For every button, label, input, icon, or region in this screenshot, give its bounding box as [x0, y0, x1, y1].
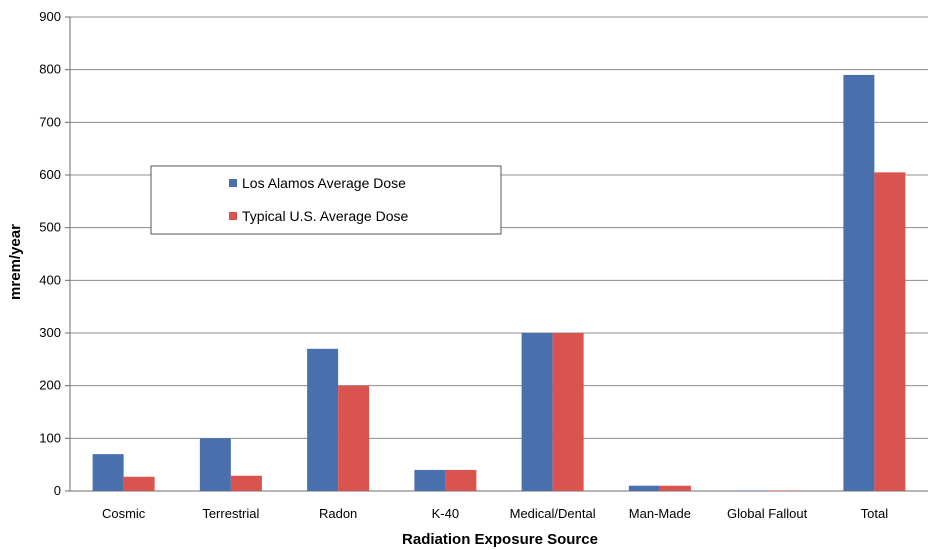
x-tick-label: Radon: [319, 506, 357, 521]
y-tick-label: 600: [39, 167, 61, 182]
y-tick-label: 300: [39, 325, 61, 340]
legend-label-typical-us: Typical U.S. Average Dose: [242, 208, 408, 224]
x-axis-title: Radiation Exposure Source: [402, 531, 598, 548]
bar-typical-us: [659, 485, 691, 491]
tick-labels: 0 100 200 300 400 500 600 700 800 900 Cosmic Terres…: [39, 9, 888, 521]
y-tick-label: 400: [39, 272, 61, 287]
bar-typical-us: [338, 385, 370, 491]
bar-typical-us: [230, 475, 262, 491]
bar-typical-us: [767, 490, 799, 491]
bars: [92, 74, 906, 491]
bar-typical-us: [445, 469, 477, 491]
x-tick-label: Medical/Dental: [510, 506, 596, 521]
x-tick-label: Cosmic: [102, 506, 146, 521]
y-axis-title: mrem/year: [7, 224, 24, 300]
bar-los-alamos: [843, 74, 875, 491]
bar-typical-us: [123, 476, 155, 491]
bar-los-alamos: [628, 485, 660, 491]
bar-los-alamos: [521, 333, 553, 491]
legend-swatch-los-alamos: [229, 179, 237, 187]
x-tick-label: Total: [861, 506, 889, 521]
y-tick-label: 900: [39, 9, 61, 24]
y-tick-label: 500: [39, 220, 61, 235]
x-tick-label: Man-Made: [629, 506, 691, 521]
bar-los-alamos: [414, 469, 446, 491]
y-tick-label: 200: [39, 378, 61, 393]
x-tick-label: K-40: [432, 506, 459, 521]
legend: Los Alamos Average Dose Typical U.S. Ave…: [150, 165, 502, 235]
y-tick-label: 800: [39, 62, 61, 77]
x-tick-label: Global Fallout: [727, 506, 808, 521]
y-tick-label: 100: [39, 430, 61, 445]
bar-typical-us: [874, 172, 906, 491]
bar-los-alamos: [199, 438, 231, 491]
bar-los-alamos: [307, 348, 339, 491]
x-tick-label: Terrestrial: [202, 506, 259, 521]
bar-typical-us: [552, 333, 584, 491]
y-tick-label: 700: [39, 114, 61, 129]
legend-swatch-typical-us: [229, 212, 237, 220]
y-tick-label: 0: [54, 483, 61, 498]
bar-los-alamos: [92, 454, 124, 491]
bar-los-alamos: [736, 490, 768, 491]
legend-label-los-alamos: Los Alamos Average Dose: [242, 175, 406, 191]
legend-box: [150, 165, 502, 235]
